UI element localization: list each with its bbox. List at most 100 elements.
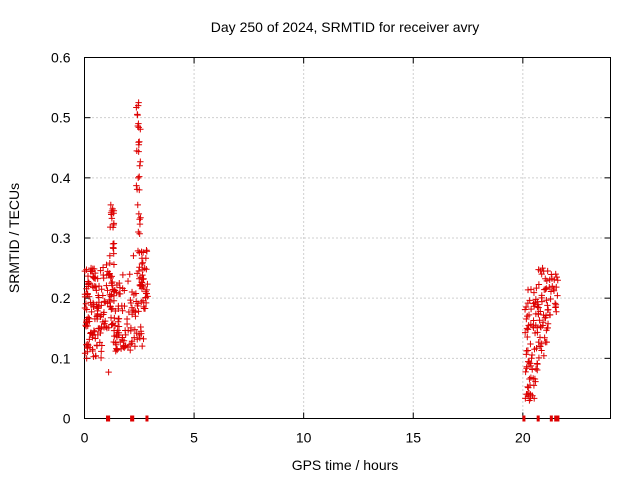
data-point	[81, 304, 89, 312]
data-point	[83, 266, 90, 273]
data-point	[113, 346, 121, 354]
data-point	[531, 329, 539, 337]
data-point	[89, 299, 97, 307]
data-point	[112, 307, 119, 315]
data-point	[107, 274, 114, 282]
y-tick-label: 0.3	[51, 230, 71, 246]
data-point	[135, 141, 143, 148]
data-point	[106, 252, 114, 259]
data-point	[527, 305, 535, 313]
x-axis-label: GPS time / hours	[292, 457, 399, 473]
data-point	[110, 327, 118, 334]
zero-point	[145, 415, 149, 422]
data-point	[103, 282, 110, 289]
data-point	[134, 336, 141, 343]
data-point	[108, 215, 116, 222]
data-point	[82, 300, 90, 307]
data-point	[122, 331, 129, 339]
data-point	[135, 99, 142, 106]
data-point	[92, 335, 99, 342]
data-point	[119, 307, 126, 314]
data-point	[551, 300, 559, 307]
data-point	[135, 267, 143, 275]
data-point	[543, 297, 550, 304]
data-point	[84, 348, 91, 355]
y-tick-label: 0.6	[51, 50, 71, 66]
data-point	[108, 280, 115, 287]
data-point	[120, 344, 128, 351]
data-point	[530, 300, 537, 307]
data-point	[553, 283, 560, 291]
data-point	[527, 321, 535, 328]
data-point	[553, 273, 561, 281]
data-point	[113, 281, 121, 289]
data-point	[542, 338, 549, 346]
data-point	[101, 298, 108, 305]
data-point	[535, 311, 542, 318]
data-point	[108, 306, 115, 313]
data-point	[115, 315, 123, 322]
data-point	[535, 266, 542, 273]
data-point	[107, 201, 114, 209]
data-point	[132, 313, 139, 320]
data-point	[136, 216, 143, 223]
data-point	[134, 201, 141, 209]
data-point	[126, 341, 134, 348]
y-tick-label: 0.4	[51, 170, 71, 186]
data-point	[110, 297, 118, 305]
data-point	[138, 260, 146, 268]
data-point	[550, 287, 558, 294]
data-point	[527, 391, 534, 398]
data-point	[119, 334, 126, 341]
y-axis-label: SRMTID / TECUs	[6, 183, 22, 293]
data-point	[131, 326, 139, 333]
data-point	[549, 283, 556, 290]
data-point	[525, 358, 532, 365]
data-point	[142, 288, 149, 295]
data-point	[120, 343, 127, 351]
data-point	[523, 315, 530, 323]
data-point	[115, 323, 123, 330]
zero-point	[554, 415, 558, 422]
data-point	[143, 266, 150, 273]
data-point	[553, 308, 560, 315]
data-point	[535, 304, 542, 311]
data-point	[546, 284, 553, 291]
y-tick-label: 0.2	[51, 290, 71, 306]
data-point	[137, 158, 144, 165]
data-point	[540, 352, 548, 360]
data-point	[532, 296, 540, 303]
data-point	[135, 148, 142, 155]
data-point	[134, 247, 142, 255]
data-point	[138, 342, 146, 350]
data-point	[140, 283, 147, 291]
zero-point	[556, 415, 560, 422]
data-point	[101, 317, 109, 325]
data-point	[141, 265, 148, 272]
data-point	[95, 294, 102, 301]
data-point	[94, 310, 101, 318]
chart-title: Day 250 of 2024, SRMTID for receiver avr…	[211, 19, 479, 35]
data-point	[92, 352, 99, 359]
data-point	[524, 347, 532, 354]
data-point	[552, 270, 559, 278]
data-point	[527, 340, 534, 348]
data-point	[138, 330, 145, 337]
data-point	[135, 308, 142, 315]
data-point	[544, 320, 552, 327]
data-point	[90, 303, 97, 311]
data-point	[538, 292, 545, 299]
data-point	[108, 305, 116, 312]
data-point	[131, 343, 139, 350]
grid	[84, 57, 611, 419]
data-point	[121, 327, 129, 334]
data-point	[105, 368, 112, 376]
data-point	[541, 286, 548, 293]
data-point	[111, 322, 119, 329]
data-point	[88, 267, 96, 275]
data-point	[523, 325, 531, 332]
data-point	[143, 247, 150, 254]
data-point	[542, 275, 549, 282]
data-point	[139, 249, 147, 256]
